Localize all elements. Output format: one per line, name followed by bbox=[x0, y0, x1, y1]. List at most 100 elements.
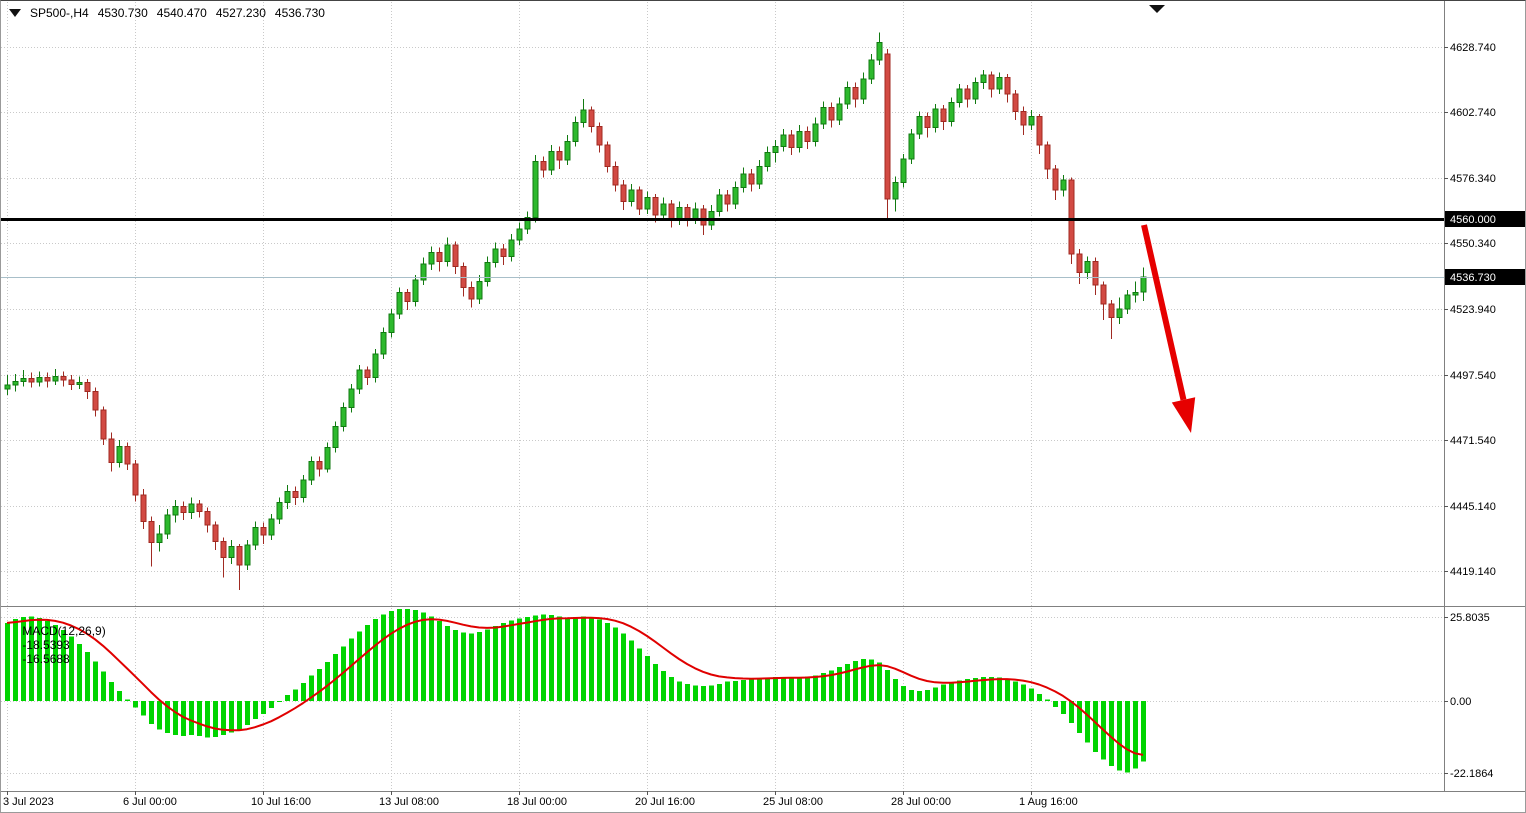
time-axis: 3 Jul 2023 6 Jul 00:00 10 Jul 16:00 13 Jul … bbox=[3, 791, 1078, 808]
candle-body bbox=[156, 533, 163, 544]
candle-body bbox=[516, 228, 523, 241]
price-axis-label: 4497.540 bbox=[1450, 370, 1496, 382]
candle-body bbox=[804, 130, 811, 142]
macd-histogram-bar bbox=[965, 678, 970, 701]
candle-body bbox=[828, 107, 835, 121]
macd-indicator-label: MACD(12,26,9) -18.5393 -16.5688 bbox=[9, 610, 113, 680]
candle-body bbox=[252, 527, 259, 546]
price-level-lines[interactable] bbox=[1, 218, 1444, 278]
macd-histogram-bar bbox=[581, 616, 586, 701]
macd-histogram-bar bbox=[557, 616, 562, 701]
candle-body bbox=[412, 279, 419, 302]
price-axis-label: 4576.340 bbox=[1450, 173, 1496, 185]
candle-body bbox=[196, 503, 203, 512]
macd-histogram-bar bbox=[1021, 684, 1026, 701]
candle-body bbox=[428, 252, 435, 265]
candle-body bbox=[436, 252, 443, 262]
macd-histogram-bar bbox=[389, 611, 394, 701]
time-axis-label: 10 Jul 16:00 bbox=[251, 796, 311, 808]
candle-body bbox=[660, 203, 667, 216]
price-badge bbox=[1445, 269, 1525, 285]
candle-body bbox=[692, 208, 699, 220]
candle-body bbox=[140, 494, 147, 522]
macd-histogram-bar bbox=[501, 622, 506, 701]
candle-body bbox=[756, 165, 763, 185]
symbol-timeframe: SP500-,H4 bbox=[30, 6, 89, 20]
macd-histogram-bar bbox=[853, 660, 858, 701]
macd-histogram-bar bbox=[1093, 701, 1098, 752]
candle-body bbox=[1060, 179, 1067, 191]
candle-body bbox=[244, 544, 251, 566]
candle-body bbox=[172, 505, 179, 516]
macd-histogram-bar bbox=[109, 682, 114, 701]
macd-histogram-bar bbox=[645, 656, 650, 701]
macd-histogram-bar bbox=[1061, 701, 1066, 715]
candle-body bbox=[860, 78, 867, 100]
candle-body bbox=[100, 409, 107, 440]
candle-body bbox=[540, 160, 547, 171]
candle-body bbox=[84, 381, 91, 392]
macd-histogram-bar bbox=[757, 678, 762, 701]
candle-body bbox=[284, 490, 291, 504]
macd-histogram-bar bbox=[293, 689, 298, 701]
candle-body bbox=[932, 108, 939, 129]
macd-histogram-bar bbox=[781, 676, 786, 701]
macd-histogram-bar bbox=[1141, 701, 1146, 762]
price-axis-label: 4523.940 bbox=[1450, 304, 1496, 316]
macd-axis-label: 25.8035 bbox=[1450, 612, 1490, 624]
macd-histogram-bar bbox=[1053, 701, 1058, 707]
macd-histogram-bar bbox=[621, 633, 626, 701]
candle-body bbox=[1044, 144, 1051, 170]
candle-body bbox=[580, 109, 587, 124]
candle-body bbox=[444, 244, 451, 262]
macd-histogram-bar bbox=[261, 701, 266, 715]
macd-histogram-bar bbox=[797, 677, 802, 701]
macd-histogram-bar bbox=[117, 691, 122, 701]
candle-body bbox=[588, 109, 595, 127]
candle-body bbox=[988, 74, 995, 90]
trend-arrow-annotation[interactable] bbox=[1141, 224, 1196, 433]
candle-body bbox=[180, 505, 187, 514]
candle-body bbox=[532, 160, 539, 219]
macd-histogram-bar bbox=[413, 609, 418, 701]
macd-histogram-bar bbox=[77, 644, 82, 701]
candle-body bbox=[700, 208, 707, 226]
candle-body bbox=[916, 115, 923, 135]
macd-histogram-bar bbox=[397, 609, 402, 701]
macd-histogram-bar bbox=[421, 612, 426, 701]
price-axis-label: 4471.540 bbox=[1450, 435, 1496, 447]
macd-histogram-bar bbox=[693, 685, 698, 701]
candle-body bbox=[724, 194, 731, 205]
macd-histogram-bar bbox=[93, 661, 98, 701]
price-badge bbox=[1445, 211, 1525, 227]
candle-body bbox=[308, 460, 315, 481]
candle-body bbox=[980, 74, 987, 84]
macd-histogram-bar bbox=[365, 624, 370, 701]
candle-body bbox=[772, 145, 779, 154]
ohlc-high: 4540.470 bbox=[156, 6, 207, 20]
macd-histogram-bar bbox=[125, 699, 130, 701]
macd-histogram-bar bbox=[5, 622, 10, 701]
macd-histogram-bar bbox=[45, 620, 50, 701]
macd-histogram-bar bbox=[749, 679, 754, 701]
candle-body bbox=[924, 115, 931, 129]
candle-body bbox=[1108, 303, 1115, 319]
candle-body bbox=[348, 388, 355, 409]
macd-histogram-bar bbox=[237, 701, 242, 730]
candle-body bbox=[956, 88, 963, 104]
macd-histogram-bar bbox=[629, 640, 634, 701]
macd-histogram-bar bbox=[653, 663, 658, 701]
candle-body bbox=[188, 503, 195, 514]
candle-body bbox=[332, 425, 339, 449]
symbol-dropdown-icon[interactable] bbox=[9, 9, 21, 17]
macd-histogram-bar bbox=[213, 701, 218, 737]
candle-body bbox=[1028, 115, 1035, 126]
price-axis-label: 4419.140 bbox=[1450, 566, 1496, 578]
macd-histogram-bar bbox=[1133, 701, 1138, 769]
macd-histogram-bar bbox=[677, 681, 682, 701]
macd-histogram-bar bbox=[741, 679, 746, 701]
macd-histogram-bar bbox=[445, 626, 450, 701]
macd-histogram-bar bbox=[69, 636, 74, 701]
candle-body bbox=[204, 510, 211, 526]
